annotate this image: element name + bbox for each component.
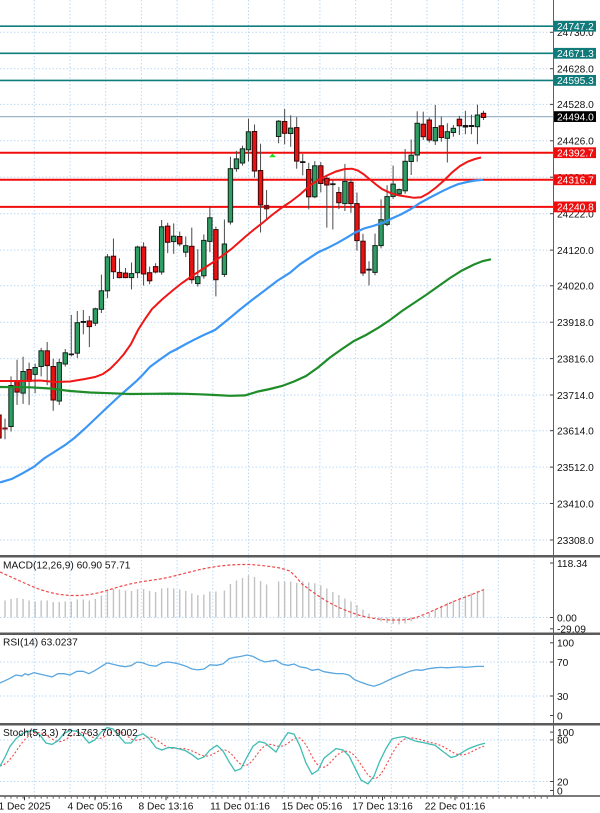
svg-text:17 Dec 13:16: 17 Dec 13:16 xyxy=(352,802,413,813)
svg-text:20: 20 xyxy=(557,777,569,788)
svg-text:100: 100 xyxy=(557,639,574,650)
svg-text:23714.0: 23714.0 xyxy=(557,391,594,402)
svg-text:15 Dec 05:16: 15 Dec 05:16 xyxy=(282,802,343,813)
svg-text:1 Dec 2025: 1 Dec 2025 xyxy=(0,802,51,813)
svg-text:24222.0: 24222.0 xyxy=(557,210,594,221)
svg-text:0.00: 0.00 xyxy=(557,613,577,624)
svg-text:80: 80 xyxy=(557,736,569,747)
svg-text:24120.0: 24120.0 xyxy=(557,246,594,257)
svg-text:23410.0: 23410.0 xyxy=(557,499,594,510)
svg-text:118.34: 118.34 xyxy=(557,559,588,570)
svg-text:70: 70 xyxy=(557,658,569,669)
svg-text:24730.0: 24730.0 xyxy=(557,28,594,39)
svg-text:30: 30 xyxy=(557,692,569,703)
svg-text:23512.0: 23512.0 xyxy=(557,463,594,474)
svg-text:0: 0 xyxy=(557,711,563,722)
svg-text:24671.3: 24671.3 xyxy=(557,49,594,60)
svg-text:23308.0: 23308.0 xyxy=(557,536,594,547)
svg-text:24528.0: 24528.0 xyxy=(557,100,594,111)
svg-text:24020.0: 24020.0 xyxy=(557,282,594,293)
svg-text:MACD(12,26,9) 60.90 57.71: MACD(12,26,9) 60.90 57.71 xyxy=(3,560,131,571)
svg-text:23614.0: 23614.0 xyxy=(557,427,594,438)
svg-text:24595.3: 24595.3 xyxy=(557,76,594,87)
svg-text:24628.0: 24628.0 xyxy=(557,65,594,76)
svg-text:8 Dec 13:16: 8 Dec 13:16 xyxy=(139,802,194,813)
svg-text:24392.7: 24392.7 xyxy=(557,149,594,160)
svg-text:4 Dec 05:16: 4 Dec 05:16 xyxy=(68,802,123,813)
svg-text:RSI(14) 63.0237: RSI(14) 63.0237 xyxy=(3,638,78,649)
svg-text:11 Dec 01:16: 11 Dec 01:16 xyxy=(210,802,270,813)
svg-text:24747.2: 24747.2 xyxy=(557,22,594,33)
svg-text:23816.0: 23816.0 xyxy=(557,354,594,365)
svg-text:22 Dec 01:16: 22 Dec 01:16 xyxy=(425,802,486,813)
svg-text:24494.0: 24494.0 xyxy=(557,112,594,123)
svg-text:24426.0: 24426.0 xyxy=(557,137,594,148)
svg-text:Stoch(5,3,3) 72.1763 70.9002: Stoch(5,3,3) 72.1763 70.9002 xyxy=(3,728,138,739)
svg-text:23918.0: 23918.0 xyxy=(557,318,594,329)
svg-text:-29.09: -29.09 xyxy=(557,625,586,636)
svg-text:100: 100 xyxy=(557,728,574,739)
svg-text:0: 0 xyxy=(557,786,563,797)
svg-text:24316.7: 24316.7 xyxy=(557,176,594,187)
svg-text:24240.8: 24240.8 xyxy=(557,203,594,214)
